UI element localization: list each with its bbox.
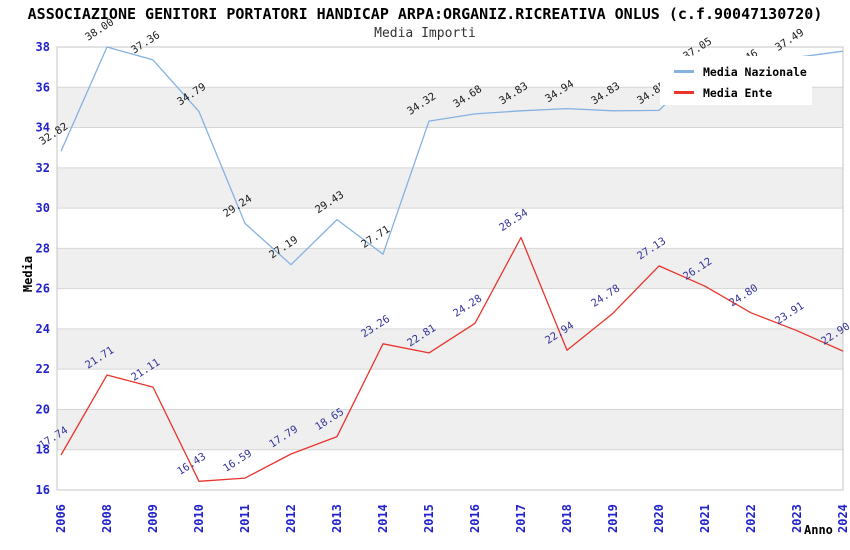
chart-subtitle: Media Importi: [374, 26, 476, 41]
media-nazionale-line-icon: [674, 70, 694, 73]
y-tick-labels: 16 18 20 22 24 26 28 30 32 34 36 38: [36, 40, 50, 497]
y-tick-label: 26: [36, 282, 50, 296]
y-tick-label: 18: [36, 443, 50, 457]
x-tick-label: 2024: [836, 504, 850, 533]
y-tick-label: 22: [36, 362, 50, 376]
y-tick-label: 16: [36, 483, 50, 497]
y-tick-label: 28: [36, 241, 50, 255]
x-tick-label: 2006: [54, 504, 68, 533]
y-tick-label: 34: [36, 121, 50, 135]
media-ente-line-icon: [674, 91, 694, 94]
x-tick-label: 2021: [698, 504, 712, 533]
x-tick-label: 2020: [652, 504, 666, 533]
media-ente-line: [60, 236, 844, 482]
legend-item-media-nazionale: Media Nazionale: [674, 61, 812, 82]
x-tick-label: 2012: [284, 504, 298, 533]
x-tick-label: 2015: [422, 504, 436, 533]
legend-label: Media Nazionale: [703, 64, 807, 79]
x-tick-label: 2018: [560, 504, 574, 533]
x-tick-label: 2016: [468, 504, 482, 533]
plot-stripes: [57, 47, 843, 490]
x-tick-label: 2013: [330, 504, 344, 533]
x-tick-label: 2008: [100, 504, 114, 533]
x-tick-label: 2023: [790, 504, 804, 533]
x-tick-label: 2019: [606, 504, 620, 533]
x-tick-label: 2014: [376, 504, 390, 533]
legend-label: Media Ente: [703, 85, 773, 100]
y-axis-title: Media: [21, 255, 36, 293]
legend-item-media-ente: Media Ente: [674, 82, 812, 103]
y-tick-label: 36: [36, 80, 50, 94]
plot-border: [56, 46, 844, 491]
chart-title: ASSOCIAZIONE GENITORI PORTATORI HANDICAP…: [27, 5, 823, 23]
x-tick-label: 2009: [146, 504, 160, 533]
x-axis-title: Anno: [804, 523, 833, 537]
x-tick-label: 2022: [744, 504, 758, 533]
x-tick-label: 2010: [192, 504, 206, 533]
x-tick-labels: 2006 2008 2009 2010 2011 2012 2013 2014 2015 2016…: [54, 504, 850, 533]
y-tick-label: 32: [36, 161, 50, 175]
chart-legend: Media Nazionale Media Ente: [660, 56, 812, 105]
y-tick-label: 30: [36, 201, 50, 215]
x-tick-label: 2017: [514, 504, 528, 533]
y-tick-label: 38: [36, 40, 50, 54]
y-tick-label: 24: [36, 322, 50, 336]
y-tick-label: 20: [36, 402, 50, 416]
x-tick-label: 2011: [238, 504, 252, 533]
